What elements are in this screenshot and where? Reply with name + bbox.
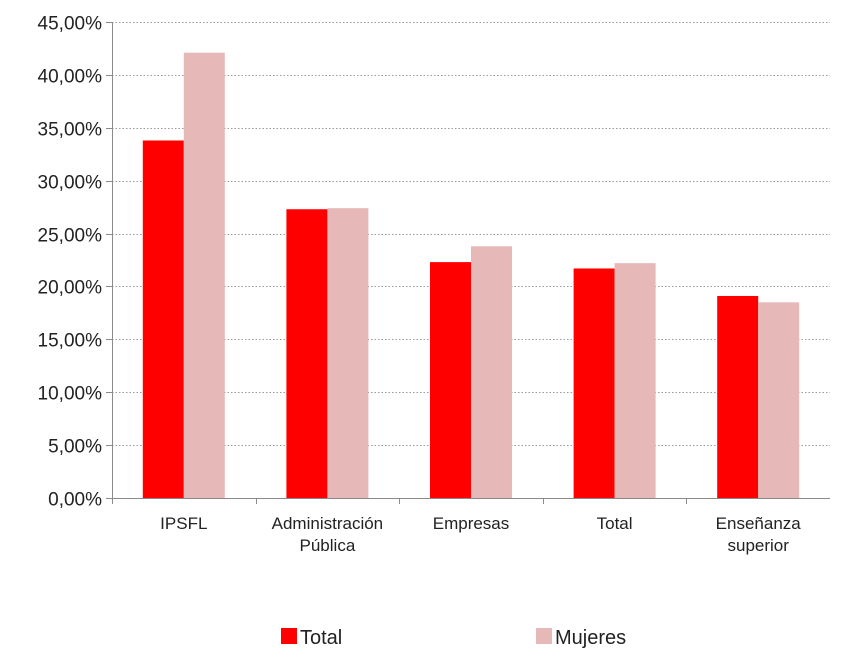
x-tick-label: Pública: [300, 536, 356, 555]
y-tick-label: 20,00%: [38, 278, 103, 299]
y-tick-label: 10,00%: [38, 384, 103, 405]
bar-mujeres-0: [183, 52, 225, 498]
legend-swatch-mujeres: [536, 628, 552, 644]
bar-mujeres-2: [471, 246, 512, 498]
y-tick-label: 0,00%: [48, 490, 102, 511]
y-tick-labels: 0,00% 5,00% 10,00% 15,00% 20,00% 25,00% 30,00%…: [38, 14, 103, 511]
bar-total-1: [286, 209, 328, 498]
x-tick-label: superior: [727, 536, 789, 555]
y-tick-label: 25,00%: [38, 226, 103, 247]
y-tick-label: 30,00%: [38, 173, 103, 194]
y-tick-label: 5,00%: [48, 437, 102, 458]
y-tick-label: 45,00%: [38, 14, 103, 35]
legend: Total Mujeres: [281, 627, 626, 649]
bar-mujeres-3: [614, 263, 656, 498]
gridlines: [106, 22, 830, 504]
axes: [112, 22, 830, 504]
y-tick-label: 40,00%: [38, 67, 103, 88]
legend-label-total: Total: [300, 627, 342, 649]
bar-total-0: [142, 140, 184, 498]
x-tick-label: Administración: [272, 514, 384, 533]
bar-mujeres-4: [758, 302, 800, 498]
bar-total-4: [717, 295, 759, 498]
x-tick-label: IPSFL: [160, 514, 207, 533]
x-tick-labels: IPSFL Administración Pública Empresas Total E…: [160, 514, 801, 555]
bar-total-2: [430, 262, 471, 498]
legend-label-mujeres: Mujeres: [555, 627, 626, 649]
bar-mujeres-1: [327, 208, 369, 498]
x-tick-label: Enseñanza: [716, 514, 802, 533]
bars: [142, 52, 800, 498]
x-tick-label: Total: [597, 514, 633, 533]
bar-total-3: [573, 268, 615, 498]
y-tick-label: 35,00%: [38, 120, 103, 141]
legend-swatch-total: [281, 628, 297, 644]
y-tick-label: 15,00%: [38, 331, 103, 352]
x-tick-label: Empresas: [433, 514, 510, 533]
